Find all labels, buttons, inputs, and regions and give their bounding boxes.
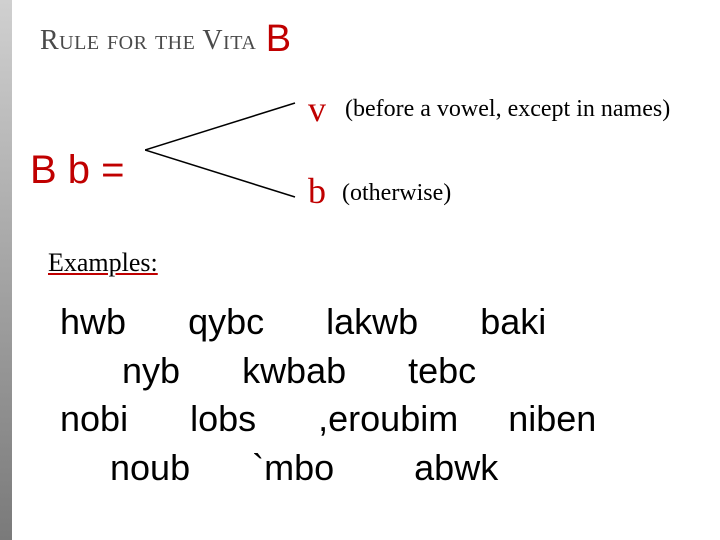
example-word: qybc: [188, 298, 264, 347]
rule-lhs: B b =: [30, 148, 125, 193]
sidebar-gradient: [0, 0, 12, 540]
example-word: noub: [110, 444, 190, 493]
branch-lines: [145, 95, 305, 205]
example-word: tebc: [408, 347, 476, 396]
example-word: `mbo: [252, 444, 334, 493]
examples-row: hwb qybc lakwb baki: [60, 298, 680, 347]
example-word: nobi: [60, 395, 128, 444]
branch1-desc: (before a vowel, except in names): [345, 96, 670, 123]
example-word: niben: [508, 395, 596, 444]
branch2-letter: b: [308, 170, 326, 212]
examples-row: noub `mbo abwk: [60, 444, 680, 493]
example-word: ,eroubim: [318, 395, 458, 444]
examples-label: Examples:: [48, 248, 158, 278]
example-word: kwbab: [242, 347, 346, 396]
branch2-desc: (otherwise): [342, 180, 451, 207]
example-word: nyb: [122, 347, 180, 396]
examples-area: hwb qybc lakwb baki nyb kwbab tebc nobi …: [60, 298, 680, 492]
example-word: hwb: [60, 298, 126, 347]
example-word: lobs: [190, 395, 256, 444]
example-word: abwk: [414, 444, 498, 493]
title-prefix: Rule for the Vita: [40, 25, 256, 56]
example-word: lakwb: [326, 298, 418, 347]
examples-row: nobi lobs ,eroubim niben: [60, 395, 680, 444]
title-letter: B: [266, 18, 292, 60]
page-title: Rule for the Vita B: [40, 18, 292, 61]
branch1-letter: v: [308, 88, 326, 130]
example-word: baki: [480, 298, 546, 347]
examples-row: nyb kwbab tebc: [60, 347, 680, 396]
